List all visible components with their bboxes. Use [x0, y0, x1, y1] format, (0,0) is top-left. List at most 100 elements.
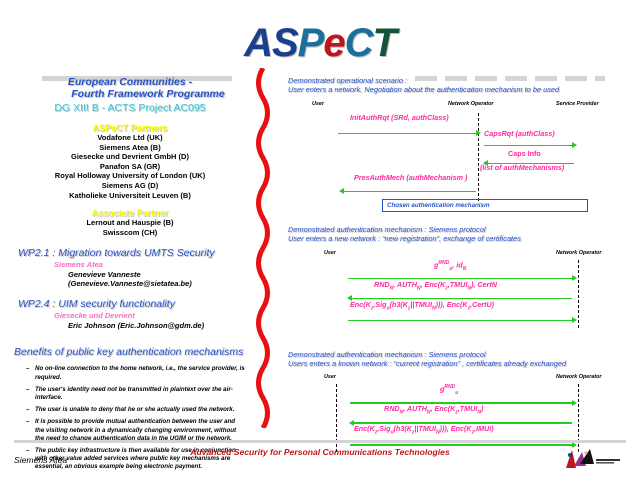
caption-line2: User enters a new network : “new registr… [288, 234, 521, 244]
right-column: Demonstrated operational scenario : User… [288, 76, 636, 453]
chosen-mechanism-box: Chosen authentication mechanism [382, 198, 588, 212]
diagram-new-registration: Demonstrated authentication mechanism : … [288, 225, 636, 330]
role-network-operator: Network Operator [556, 374, 602, 381]
logo-part-p: P [297, 21, 325, 65]
red-wave-divider [256, 68, 270, 428]
benefit-item: – The user is unable to deny that he or … [26, 406, 246, 414]
benefit-text: It is possible to provide mutual authent… [35, 418, 237, 442]
role-service-provider: Service Provider [556, 100, 599, 107]
benefits-heading: Benefits of public key authentication me… [14, 346, 244, 359]
benefits-list: – No on-line connection to the home netw… [8, 365, 252, 471]
message-arrow [350, 400, 577, 406]
message-label: PresAuthMech (authMechanism ) [354, 172, 468, 182]
partner-item: Panafon SA (GR) [99, 161, 161, 171]
project-title-line2: Fourth Framework Programme [71, 88, 225, 100]
lifeline-network-operator [478, 112, 479, 201]
workpackage-2-4: WP2.4 : UIM security functionality Giese… [8, 298, 252, 330]
benefit-text: No on-line connection to the home networ… [35, 365, 245, 381]
project-subtitle: DG XIII B - ACTS Project AC095 [54, 102, 206, 114]
benefit-text: The user's identity need not be transmit… [35, 385, 233, 401]
lifeline-network-operator [578, 259, 579, 328]
message-arrow [350, 442, 577, 448]
logo-part-e: e [323, 21, 345, 65]
message-arrow [483, 160, 574, 166]
benefit-item: – No on-line connection to the home netw… [26, 365, 246, 381]
bullet-dash-icon: – [26, 365, 30, 373]
benefit-item: – It is possible to provide mutual authe… [26, 418, 246, 443]
partner-item: Siemens Atea (B) [99, 142, 161, 152]
diagram-current-registration: Demonstrated authentication mechanism : … [288, 350, 636, 453]
workpackage-org: Siemens Atea [54, 260, 103, 270]
aspect-logo: ASPeCT [240, 20, 400, 66]
bullet-dash-icon: – [26, 446, 30, 454]
message-arrow [338, 130, 481, 136]
header-rule-left [42, 76, 232, 81]
benefit-text: The user is unable to deny that he or sh… [35, 406, 235, 414]
role-user: User [324, 249, 336, 256]
message-label: RNDN, AUTHN, Enc(Kz,TMUIN), CertN [374, 279, 497, 292]
role-user: User [324, 374, 336, 381]
message-label: InitAuthRqt (SRd, authClass) [350, 112, 449, 122]
benefit-text: The public key infrastructure is then av… [35, 446, 236, 471]
caption-line2: Users enters a known network : “current … [288, 359, 567, 369]
message-arrow [484, 142, 577, 148]
bullet-dash-icon: – [26, 406, 30, 414]
message-label: (list of authMechanisms) [480, 162, 565, 172]
message-arrow [339, 188, 476, 194]
footer-tagline: Advanced Security for Personal Communica… [190, 447, 450, 457]
caption-line1: Demonstrated operational scenario : [288, 76, 408, 85]
lifeline-user [336, 384, 337, 453]
logo-part-as: AS [244, 21, 299, 65]
sequence-diagram: User Network Operator gRNDu, idN RNDN, A… [288, 250, 636, 330]
sequence-diagram: User Network Operator Service Provider I… [288, 100, 636, 212]
project-title-line1: European Communities - [67, 76, 193, 88]
diagram-operational-scenario: Demonstrated operational scenario : User… [288, 76, 636, 212]
diagram-caption: Demonstrated authentication mechanism : … [288, 350, 636, 369]
bullet-dash-icon: – [26, 418, 30, 426]
workpackage-org: Giesecke und Devrient [54, 311, 135, 321]
role-network-operator: Network Operator [448, 100, 494, 107]
role-network-operator: Network Operator [556, 249, 602, 256]
message-label: Caps Info [508, 148, 541, 158]
logo-part-c: C [344, 21, 374, 65]
message-label: Enc(Kz,Sigu(h3(Kz||TMUIN))), Enc(Kz,IMUI… [354, 424, 494, 436]
lifeline-network-operator [578, 384, 579, 453]
project-title: European Communities - Fourth Framework … [8, 76, 252, 100]
associate-partner-heading: Associate Partner [91, 208, 169, 219]
caption-line1: Demonstrated authentication mechanism : … [288, 349, 486, 359]
caption-line1: Demonstrated authentication mechanism : … [288, 224, 486, 234]
message-arrow [349, 420, 572, 426]
partner-logo-icon [566, 449, 620, 468]
message-label: RNDN, AUTHN, Enc(Kz,TMUIN) [384, 404, 484, 416]
message-label: Enc(Kz,Sigu(h3(Kz||TMUIN))), Enc(Kz,Cert… [350, 299, 495, 312]
partner-item: Katholieke Universiteit Leuven (B) [69, 190, 191, 200]
workpackage-contact: Genevieve Vanneste (Genevieve.Vanneste@s… [68, 270, 192, 289]
left-column: European Communities - Fourth Framework … [8, 76, 252, 476]
logo-part-t: T [372, 21, 396, 65]
message-arrow [348, 275, 577, 281]
associate-item: Lernout and Hauspie (B) [86, 218, 174, 228]
partner-item: Royal Holloway University of London (UK) [54, 171, 206, 181]
footer-rule [14, 440, 626, 443]
benefit-item: – The user's identity need not be transm… [26, 386, 246, 402]
diagram-caption: Demonstrated operational scenario : User… [288, 76, 636, 95]
message-arrow [348, 317, 577, 323]
caption-line2: User enters a network. Negotiation about… [288, 85, 560, 95]
diagram-caption: Demonstrated authentication mechanism : … [288, 225, 636, 244]
associate-item: Swisscom (CH) [102, 227, 158, 237]
partner-item: Siemens AG (D) [101, 180, 159, 190]
workpackage-heading: WP2.1 : Migration towards UMTS Security [18, 247, 215, 260]
header-rule-right [415, 76, 605, 81]
message-label: gRNDu [440, 384, 459, 397]
partners-heading: ASPeCT Partners [92, 123, 168, 133]
sequence-diagram: User Network Operator gRNDu RNDN, AUTHN,… [288, 374, 636, 453]
benefit-item: – The public key infrastructure is then … [26, 447, 246, 472]
workpackage-2-1: WP2.1 : Migration towards UMTS Security … [8, 247, 252, 288]
partner-item: Giesecke und Devrient GmbH (D) [71, 152, 189, 162]
role-user: User [312, 100, 324, 107]
footer-organization: Siemens Atea [14, 455, 68, 465]
message-arrow [347, 295, 572, 301]
message-label: gRNDu, idN [434, 259, 467, 272]
workpackage-heading: WP2.4 : UIM security functionality [18, 298, 175, 311]
